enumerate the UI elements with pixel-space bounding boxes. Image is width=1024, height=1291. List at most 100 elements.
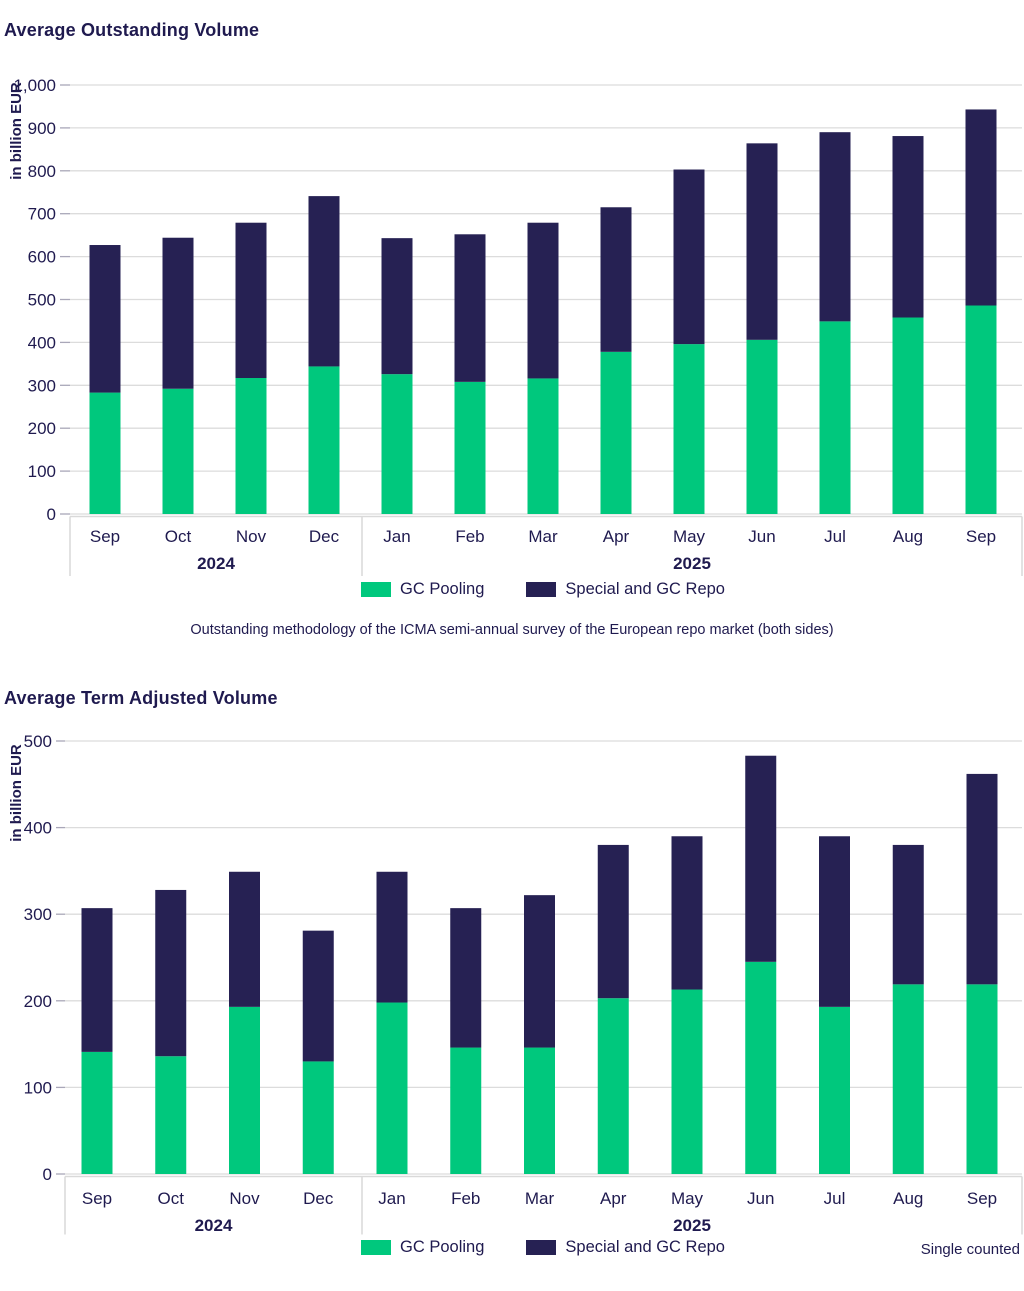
legend-item-gc-pooling: GC Pooling [361,580,484,599]
x-tick-label: May [673,527,706,546]
gc-pooling-swatch-icon [361,582,391,597]
bar-segment-gc-pooling [81,1051,113,1174]
bar-segment-gc-pooling [527,378,559,514]
x-tick-label: May [671,1189,704,1208]
bar-segment-gc-pooling [819,321,851,514]
x-tick-label: Sep [90,527,120,546]
bar-segment-gc-pooling [892,984,924,1174]
bar-segment-special-gc-repo [376,871,408,1003]
y-tick-label: 700 [28,205,56,224]
bar-segment-special-gc-repo [600,207,632,352]
bar-segment-special-gc-repo [673,169,705,345]
legend-item-special-gc-repo: Special and GC Repo [526,580,725,599]
x-tick-label: Nov [236,527,267,546]
y-tick-label: 300 [24,905,52,924]
x-tick-label: Apr [600,1189,627,1208]
bar-segment-special-gc-repo [308,196,340,367]
special-gc-repo-swatch-icon [526,582,557,597]
bar-segment-special-gc-repo [746,143,778,340]
x-tick-label: Oct [165,527,192,546]
bar-segment-gc-pooling [376,1002,408,1174]
chart-title: Average Term Adjusted Volume [4,688,278,708]
y-tick-label: 300 [28,376,56,395]
x-tick-label: Dec [309,527,340,546]
x-tick-label: Aug [893,1189,923,1208]
bar-segment-special-gc-repo [381,238,413,375]
legend-label: Special and GC Repo [565,580,725,598]
x-tick-label: Jan [383,527,410,546]
bar-segment-gc-pooling [162,388,194,514]
year-label: 2025 [673,554,711,573]
y-tick-label: 100 [24,1078,52,1097]
legend: GC Pooling Special and GC Repo [0,580,1024,599]
x-tick-label: Sep [82,1189,112,1208]
y-tick-label: 400 [28,333,56,352]
legend-label: GC Pooling [400,580,485,598]
bar-segment-special-gc-repo [524,895,555,1048]
legend-item-gc-pooling: GC Pooling [361,1238,484,1257]
bar-segment-gc-pooling [308,366,340,514]
y-tick-label: 0 [47,505,56,524]
bar-segment-special-gc-repo [454,234,486,382]
bar-segment-gc-pooling [600,351,632,514]
bar-segment-special-gc-repo [819,836,850,1007]
stacked-bar-plot: 0 100 200 300 400 500 Sep Oct Nov Dec Jan Feb Mar Apr… [24,732,1023,1235]
bar-segment-gc-pooling [454,381,486,514]
y-tick-label: 0 [43,1165,52,1184]
x-tick-label: Mar [525,1189,555,1208]
bar-segment-special-gc-repo [892,844,924,985]
bar-segment-special-gc-repo [450,908,482,1048]
gc-pooling-swatch-icon [361,1240,391,1255]
bar-segment-gc-pooling [302,1061,334,1174]
x-tick-label: Nov [229,1189,260,1208]
x-tick-label: Jul [824,527,846,546]
year-label: 2025 [673,1216,711,1235]
bar-segment-special-gc-repo [819,132,851,322]
bar-segment-gc-pooling [450,1047,482,1174]
year-label: 2024 [197,554,235,573]
legend-item-special-gc-repo: Special and GC Repo [526,1238,725,1257]
bar-segment-gc-pooling [597,998,629,1174]
bar-segment-gc-pooling [673,344,705,514]
x-tick-label: Jul [824,1189,846,1208]
x-tick-label: Jan [378,1189,405,1208]
chart-average-outstanding-volume: Average Outstanding Volume in billion EU… [0,20,1024,638]
single-counted-note: Single counted [920,1241,1020,1258]
x-tick-label: Feb [455,527,484,546]
bar-segment-gc-pooling [819,1006,850,1174]
x-tick-label: Jun [748,527,775,546]
bar-segment-gc-pooling [671,989,703,1174]
special-gc-repo-swatch-icon [526,1240,557,1255]
bar-segment-gc-pooling [524,1047,555,1174]
y-tick-label: 1,000 [13,76,56,95]
legend-label: Special and GC Repo [565,1238,725,1256]
bar-segment-gc-pooling [155,1056,187,1174]
x-tick-label: Feb [451,1189,480,1208]
y-tick-label: 800 [28,162,56,181]
bar-segment-special-gc-repo [527,222,559,379]
y-tick-label: 500 [24,732,52,751]
chart-title: Average Outstanding Volume [4,20,260,40]
bar-segment-gc-pooling [966,984,998,1174]
bar-segment-gc-pooling [746,339,778,514]
bar-segment-special-gc-repo [892,136,924,318]
bar-segment-gc-pooling [235,378,267,514]
y-tick-label: 200 [28,419,56,438]
stacked-bar-plot: 0 100 200 300 400 500 600 700 800 900 1,000 Sep Oct N… [13,76,1023,576]
bar-segment-special-gc-repo [597,844,629,999]
bar-segment-gc-pooling [89,392,121,514]
bar-segment-special-gc-repo [162,237,194,389]
x-tick-label: Apr [603,527,630,546]
y-tick-label: 600 [28,248,56,267]
bar-segment-special-gc-repo [966,773,998,985]
y-tick-label: 100 [28,462,56,481]
bar-segment-special-gc-repo [89,245,121,393]
chart-caption: Outstanding methodology of the ICMA semi… [190,622,834,638]
x-tick-label: Sep [966,527,996,546]
x-tick-label: Mar [528,527,558,546]
bar-segment-gc-pooling [892,317,924,514]
y-tick-label: 900 [28,119,56,138]
bar-segment-special-gc-repo [81,908,113,1052]
chart-average-term-adjusted-volume: Average Term Adjusted Volume in billion … [0,660,1024,1291]
